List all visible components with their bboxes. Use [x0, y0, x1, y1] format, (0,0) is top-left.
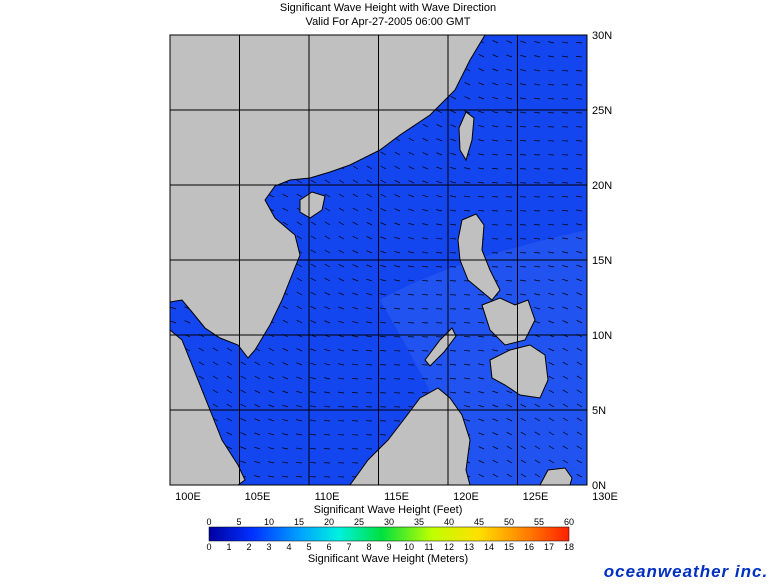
lon-label: 110E [315, 491, 340, 503]
meters-label: 0 [206, 542, 211, 552]
lat-label: 5N [592, 405, 606, 417]
feet-label: 0 [206, 517, 211, 527]
colorbar [209, 527, 569, 541]
lat-label: 15N [592, 255, 612, 267]
meters-label: 6 [326, 542, 331, 552]
feet-label: 15 [294, 517, 304, 527]
meters-label: 14 [484, 542, 494, 552]
feet-label: 35 [414, 517, 424, 527]
lon-label: 105E [245, 491, 271, 503]
lat-label: 20N [592, 180, 612, 192]
lat-label: 10N [592, 330, 612, 342]
lon-label: 100E [175, 491, 201, 503]
title: Significant Wave Height with Wave Direct… [280, 2, 496, 14]
meters-label: 5 [306, 542, 311, 552]
feet-label: 5 [236, 517, 241, 527]
feet-label: 10 [264, 517, 274, 527]
feet-label: 60 [564, 517, 574, 527]
lon-label: 120E [453, 491, 479, 503]
meters-label: 16 [524, 542, 534, 552]
lon-label: 125E [523, 491, 549, 503]
feet-label: 40 [444, 517, 454, 527]
lon-label: 130E [592, 491, 618, 503]
feet-label: 50 [504, 517, 514, 527]
lon-label: 115E [384, 491, 409, 503]
feet-label: 45 [474, 517, 484, 527]
meters-label: 3 [266, 542, 271, 552]
meters-label: 1 [226, 542, 231, 552]
meters-label: 10 [404, 542, 414, 552]
subtitle: Valid For Apr-27-2005 06:00 GMT [306, 16, 471, 28]
meters-label: 4 [286, 542, 291, 552]
meters-label: 11 [424, 542, 433, 552]
feet-label: 55 [534, 517, 544, 527]
meters-label: 13 [464, 542, 474, 552]
meters-label: 9 [386, 542, 391, 552]
meters-label: 12 [444, 542, 454, 552]
meters-label: 2 [246, 542, 251, 552]
feet-label: 25 [354, 517, 364, 527]
meters-label: 17 [544, 542, 554, 552]
feet-label: 30 [384, 517, 394, 527]
meters-label: 18 [564, 542, 574, 552]
lat-label: 30N [592, 30, 612, 42]
meters-label: 15 [504, 542, 514, 552]
lat-label: 25N [592, 105, 612, 117]
meters-label: 8 [366, 542, 371, 552]
feet-title: Significant Wave Height (Feet) [314, 504, 463, 516]
logo: oceanweather inc. [604, 562, 768, 581]
feet-label: 20 [324, 517, 334, 527]
meters-title: Significant Wave Height (Meters) [308, 553, 468, 565]
meters-label: 7 [346, 542, 351, 552]
